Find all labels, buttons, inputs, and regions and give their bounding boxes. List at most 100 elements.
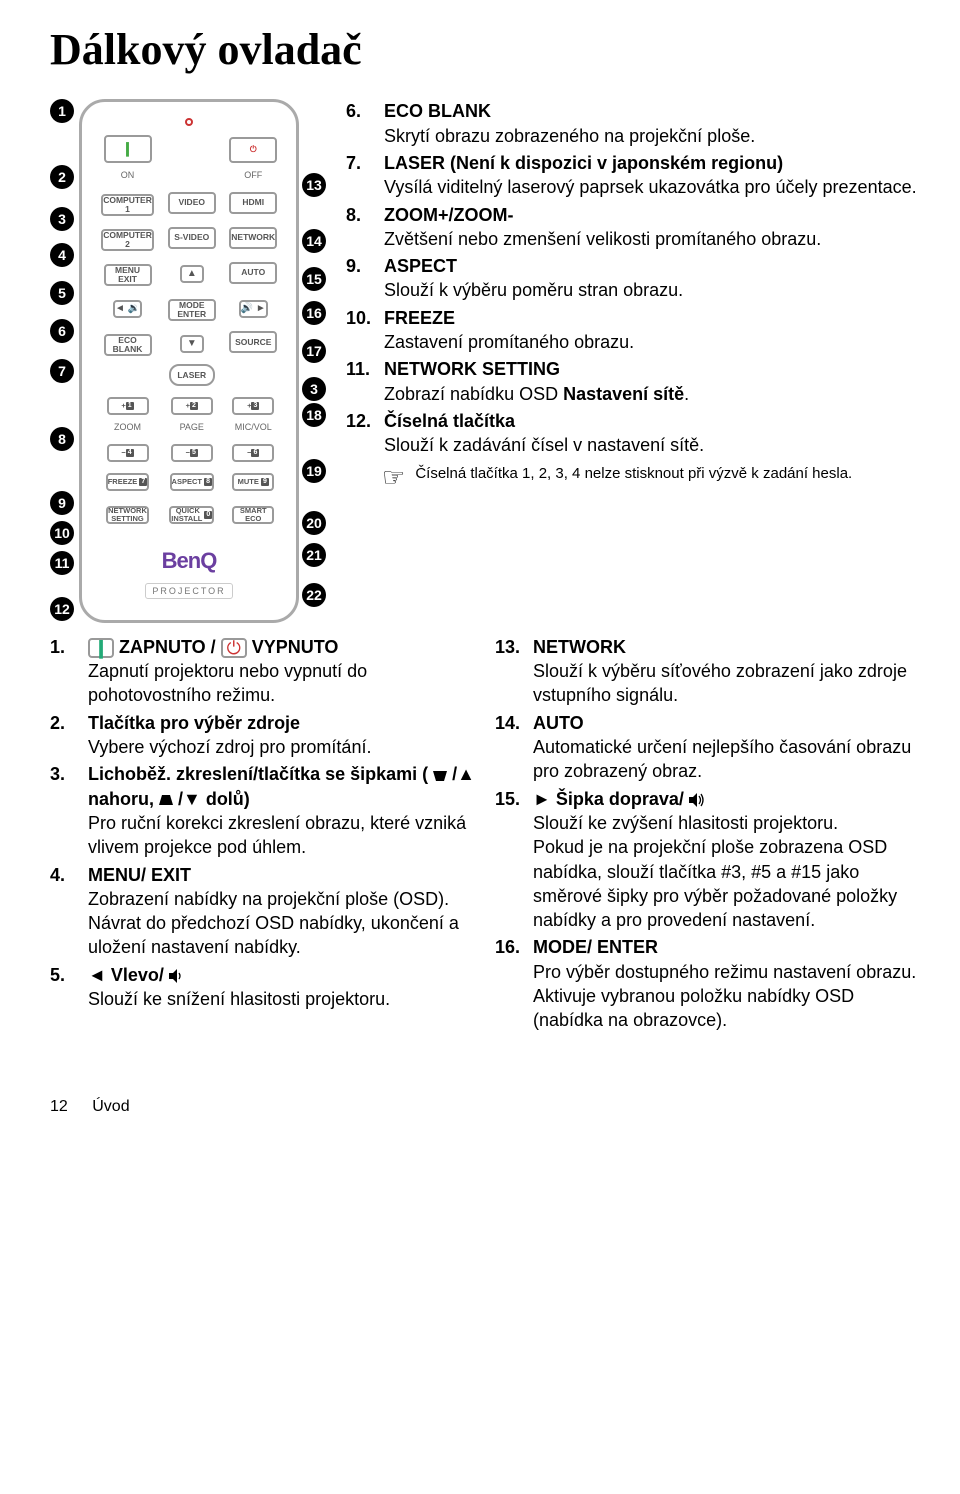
right-arrow-button: 🔊 ► <box>239 300 268 318</box>
power-off-icon: ⏻ <box>221 638 247 658</box>
list-item: 9.ASPECTSlouží k výběru poměru stran obr… <box>346 254 920 303</box>
laser-led <box>185 118 193 126</box>
item-body: AUTOAutomatické určení nejlepšího časová… <box>533 711 920 784</box>
callout-17: 17 <box>302 339 326 363</box>
brand-logo: BenQ <box>92 546 286 576</box>
item-number: 4. <box>50 863 88 960</box>
key-button: − 6 <box>232 444 274 462</box>
list-item: 11.NETWORK SETTINGZobrazí nabídku OSD Na… <box>346 357 920 406</box>
item-body: ASPECTSlouží k výběru poměru stran obraz… <box>384 254 920 303</box>
key-button: FREEZE 7 <box>106 473 150 491</box>
note-text: Číselná tlačítka 1, 2, 3, 4 nelze stiskn… <box>415 464 852 490</box>
remote-figure: 123456789101112 ❙ ⏻ ONOFF COMPUTER 1VIDE… <box>50 99 328 623</box>
item-body: MENU/ EXITZobrazení nabídky na projekční… <box>88 863 475 960</box>
item-number: 12. <box>346 409 384 458</box>
item-body: ZOOM+/ZOOM-Zvětšení nebo zmenšení veliko… <box>384 203 920 252</box>
page-number: 12 <box>50 1098 68 1115</box>
callout-15: 15 <box>302 267 326 291</box>
item-body: Číselná tlačítkaSlouží k zadávání čísel … <box>384 409 920 458</box>
brand-sublabel: PROJECTOR <box>145 583 232 599</box>
callout-22: 22 <box>302 583 326 607</box>
item-body: Lichoběž. zkreslení/tlačítka se šipkami … <box>88 762 475 859</box>
note-row: ☞ Číselná tlačítka 1, 2, 3, 4 nelze stis… <box>382 464 920 490</box>
key-button: + 1 <box>107 397 149 415</box>
callout-13: 13 <box>302 173 326 197</box>
key-button: COMPUTER 1 <box>101 194 154 216</box>
item-body: ❙ ZAPNUTO / ⏻ VYPNUTOZapnutí projektoru … <box>88 635 475 708</box>
item-body: Tlačítka pro výběr zdrojeVybere výchozí … <box>88 711 475 760</box>
key-button: SMART ECO <box>232 506 274 524</box>
off-button: ⏻ <box>229 137 277 163</box>
callout-14: 14 <box>302 229 326 253</box>
item-body: FREEZEZastavení promítaného obrazu. <box>384 306 920 355</box>
item-number: 9. <box>346 254 384 303</box>
item-number: 14. <box>495 711 533 784</box>
left-lower-column: 1.❙ ZAPNUTO / ⏻ VYPNUTOZapnutí projektor… <box>50 635 475 1036</box>
key-button: HDMI <box>229 192 277 214</box>
key-button: NETWORK SETTING <box>106 506 149 524</box>
key-label: ZOOM <box>96 421 159 433</box>
key-button: QUICK INSTALL 0 <box>169 506 214 524</box>
item-number: 5. <box>50 963 88 1012</box>
callout-12: 12 <box>50 597 74 621</box>
source-button: SOURCE <box>229 331 277 353</box>
key-button: S-VIDEO <box>168 227 216 249</box>
laser-button: LASER <box>169 364 215 386</box>
callout-21: 21 <box>302 543 326 567</box>
auto-button: AUTO <box>229 262 277 284</box>
callout-19: 19 <box>302 459 326 483</box>
callouts-left: 123456789101112 <box>50 99 76 621</box>
key-button: + 2 <box>171 397 213 415</box>
item-body: LASER (Není k dispozici v japonském regi… <box>384 151 920 200</box>
item-body: ► Šipka doprava/ Slouží ke zvýšení hlasi… <box>533 787 920 933</box>
item-number: 16. <box>495 935 533 1032</box>
callout-9: 9 <box>50 491 74 515</box>
list-item: 2.Tlačítka pro výběr zdrojeVybere výchoz… <box>50 711 475 760</box>
list-item: 1.❙ ZAPNUTO / ⏻ VYPNUTOZapnutí projektor… <box>50 635 475 708</box>
callout-16: 16 <box>302 301 326 325</box>
page-title: Dálkový ovladač <box>50 20 920 79</box>
list-item: 15.► Šipka doprava/ Slouží ke zvýšení hl… <box>495 787 920 933</box>
callout-2: 2 <box>50 165 74 189</box>
on-label: ON <box>96 169 159 181</box>
list-item: 7.LASER (Není k dispozici v japonském re… <box>346 151 920 200</box>
item-body: NETWORKSlouží k výběru síťového zobrazen… <box>533 635 920 708</box>
list-item: 3.Lichoběž. zkreslení/tlačítka se šipkam… <box>50 762 475 859</box>
callout-3: 3 <box>50 207 74 231</box>
on-button: ❙ <box>104 135 152 163</box>
key-button: − 4 <box>107 444 149 462</box>
right-upper-column: 6.ECO BLANKSkrytí obrazu zobrazeného na … <box>346 99 920 623</box>
item-number: 6. <box>346 99 384 148</box>
down-arrow-button: ▼ <box>180 335 204 353</box>
left-arrow-button: ◄ 🔉 <box>113 300 142 318</box>
key-button: ASPECT 8 <box>170 473 214 491</box>
list-item: 5.◄ Vlevo/ Slouží ke snížení hlasitosti … <box>50 963 475 1012</box>
callout-5: 5 <box>50 281 74 305</box>
remote-body: ❙ ⏻ ONOFF COMPUTER 1VIDEOHDMI COMPUTER 2… <box>79 99 299 623</box>
menu-exit-button: MENU EXIT <box>104 264 152 286</box>
items-1-5-list: 1.❙ ZAPNUTO / ⏻ VYPNUTOZapnutí projektor… <box>50 635 475 1011</box>
list-item: 8.ZOOM+/ZOOM-Zvětšení nebo zmenšení veli… <box>346 203 920 252</box>
up-arrow-button: ▲ <box>180 265 204 283</box>
callout-4: 4 <box>50 243 74 267</box>
upper-row: 123456789101112 ❙ ⏻ ONOFF COMPUTER 1VIDE… <box>50 99 920 623</box>
list-item: 12.Číselná tlačítkaSlouží k zadávání čís… <box>346 409 920 458</box>
eco-blank-button: ECO BLANK <box>104 334 152 356</box>
callout-3: 3 <box>302 377 326 401</box>
item-body: ◄ Vlevo/ Slouží ke snížení hlasitosti pr… <box>88 963 475 1012</box>
item-number: 10. <box>346 306 384 355</box>
callouts-right: 131415161731819202122 <box>302 99 328 607</box>
key-button: + 3 <box>232 397 274 415</box>
item-number: 3. <box>50 762 88 859</box>
list-item: 14.AUTOAutomatické určení nejlepšího čas… <box>495 711 920 784</box>
page-footer: 12 Úvod <box>50 1096 920 1118</box>
callout-6: 6 <box>50 319 74 343</box>
item-body: MODE/ ENTERPro výběr dostupného režimu n… <box>533 935 920 1032</box>
key-button: − 5 <box>171 444 213 462</box>
item-number: 11. <box>346 357 384 406</box>
callout-7: 7 <box>50 359 74 383</box>
item-number: 15. <box>495 787 533 933</box>
mode-enter-button: MODE ENTER <box>168 299 216 321</box>
callout-11: 11 <box>50 551 74 575</box>
items-6-12-list: 6.ECO BLANKSkrytí obrazu zobrazeného na … <box>346 99 920 457</box>
